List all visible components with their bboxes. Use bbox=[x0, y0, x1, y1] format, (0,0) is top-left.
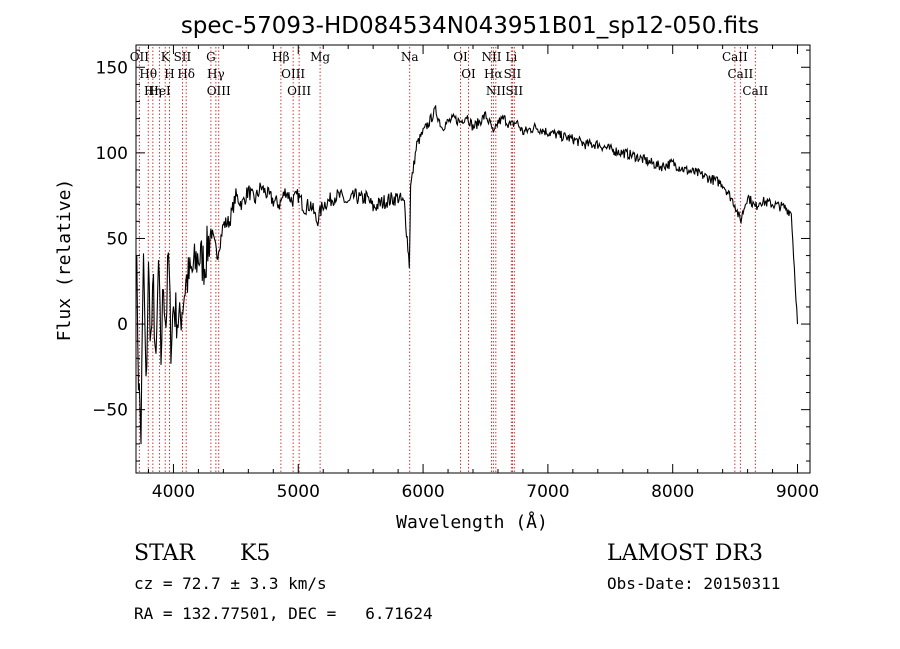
y-axis-label: Flux (relative) bbox=[54, 179, 75, 342]
line-label: OII bbox=[130, 50, 150, 64]
x-tick-label: 4000 bbox=[152, 482, 195, 502]
line-label: Hη bbox=[144, 84, 162, 98]
line-label: CaII bbox=[742, 84, 768, 98]
line-label: Na bbox=[401, 50, 419, 64]
x-tick-label: 9000 bbox=[776, 482, 819, 502]
line-label: OIII bbox=[281, 67, 305, 81]
y-tick-label: 50 bbox=[106, 229, 128, 249]
line-label: SII bbox=[505, 84, 523, 98]
y-tick-label: −50 bbox=[92, 401, 128, 421]
line-label: SII bbox=[174, 50, 192, 64]
y-tick-label: 150 bbox=[96, 58, 128, 78]
line-label: H bbox=[164, 67, 174, 81]
line-label: CaII bbox=[727, 67, 753, 81]
line-label: CaII bbox=[722, 50, 748, 64]
line-label: Mg bbox=[310, 50, 330, 64]
line-label: HeI bbox=[148, 84, 171, 98]
plot-frame bbox=[135, 44, 811, 474]
line-label: OIII bbox=[207, 84, 231, 98]
x-axis-ticks: 4000 5000 6000 7000 8000 9000 bbox=[147, 45, 819, 502]
x-tick-label: 7000 bbox=[526, 482, 569, 502]
line-label: OI bbox=[453, 50, 468, 64]
line-label: Hβ bbox=[272, 50, 289, 64]
line-label: SII bbox=[504, 67, 522, 81]
y-tick-label: 100 bbox=[96, 144, 128, 164]
line-label: Hγ bbox=[207, 67, 225, 81]
redshift-cz: cz = 72.7 ± 3.3 km/s bbox=[134, 574, 327, 593]
line-label: NII bbox=[481, 50, 501, 64]
line-label: K bbox=[161, 50, 171, 64]
survey-name: LAMOST DR3 bbox=[607, 541, 763, 566]
coordinates: RA = 132.77501, DEC = 6.71624 bbox=[134, 604, 433, 623]
line-label: Hθ bbox=[139, 67, 157, 81]
x-tick-label: 8000 bbox=[651, 482, 694, 502]
spectrum-series-line bbox=[135, 105, 799, 445]
line-label: Hδ bbox=[177, 67, 195, 81]
chart-title: spec-57093-HD084534N043951B01_sp12-050.f… bbox=[181, 13, 759, 39]
line-label: G bbox=[206, 50, 216, 64]
object-class: STAR bbox=[134, 541, 196, 566]
object-subclass: K5 bbox=[240, 541, 270, 566]
line-label: OIII bbox=[287, 84, 311, 98]
spectral-line-markers bbox=[138, 47, 756, 473]
y-axis-ticks: −50 0 50 100 150 bbox=[92, 49, 810, 462]
y-tick-label: 0 bbox=[117, 315, 128, 335]
line-label: Li bbox=[505, 50, 517, 64]
observation-date: Obs-Date: 20150311 bbox=[607, 574, 780, 593]
line-label: NII bbox=[486, 84, 506, 98]
x-axis-label: Wavelength (Å) bbox=[396, 511, 548, 533]
line-label: OI bbox=[461, 67, 476, 81]
line-label: Hα bbox=[484, 67, 503, 81]
x-tick-label: 5000 bbox=[277, 482, 320, 502]
x-tick-label: 6000 bbox=[401, 482, 444, 502]
